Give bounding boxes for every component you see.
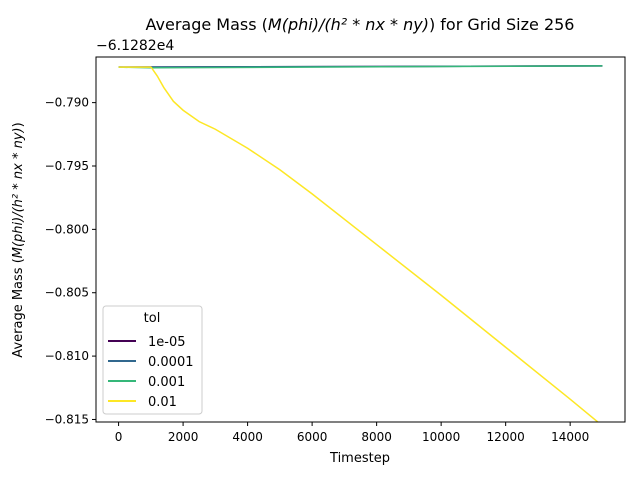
series-layer [118,65,603,422]
legend-items: 1e-05 0.0001 0.001 0.01 [108,335,194,410]
x-tick-label: 12000 [487,430,525,444]
legend: tol 1e-05 0.0001 0.001 0.01 [102,305,203,415]
x-tick-label: 4000 [232,430,263,444]
axes-frame [95,56,626,423]
legend-label: 1e-05 [148,335,186,350]
x-tick-label: 8000 [361,430,392,444]
y-tick-label: −0.815 [45,412,89,426]
y-tick-label: −0.800 [45,222,89,236]
y-tick-label: −0.795 [45,159,89,173]
chart-title: Average Mass (M(phi)/(h² * nx * ny)) for… [146,15,575,34]
y-tick-label: −0.790 [45,96,89,110]
x-axis-ticks: 0 2000 4000 6000 8000 10000 12000 14000 [115,422,589,444]
legend-label: 0.01 [148,395,177,410]
legend-box [102,305,203,415]
y-axis-ticks: −0.790 −0.795 −0.800 −0.805 −0.810 −0.815 [45,96,96,426]
x-axis-label: Timestep [329,451,390,466]
y-offset-label: −6.1282e4 [96,38,174,54]
x-tick-label: 10000 [422,430,460,444]
legend-title: tol [144,311,161,326]
x-tick-label: 0 [115,430,123,444]
x-tick-label: 2000 [168,430,199,444]
y-tick-label: −0.810 [45,349,89,363]
series-line-0.01 [118,66,599,422]
legend-label: 0.001 [148,375,185,390]
x-tick-label: 14000 [551,430,589,444]
y-axis-label: Average Mass (M(phi)/(h² * nx * ny)) [11,122,26,357]
legend-label: 0.0001 [148,355,194,370]
y-tick-label: −0.805 [45,286,89,300]
x-tick-label: 6000 [297,430,328,444]
